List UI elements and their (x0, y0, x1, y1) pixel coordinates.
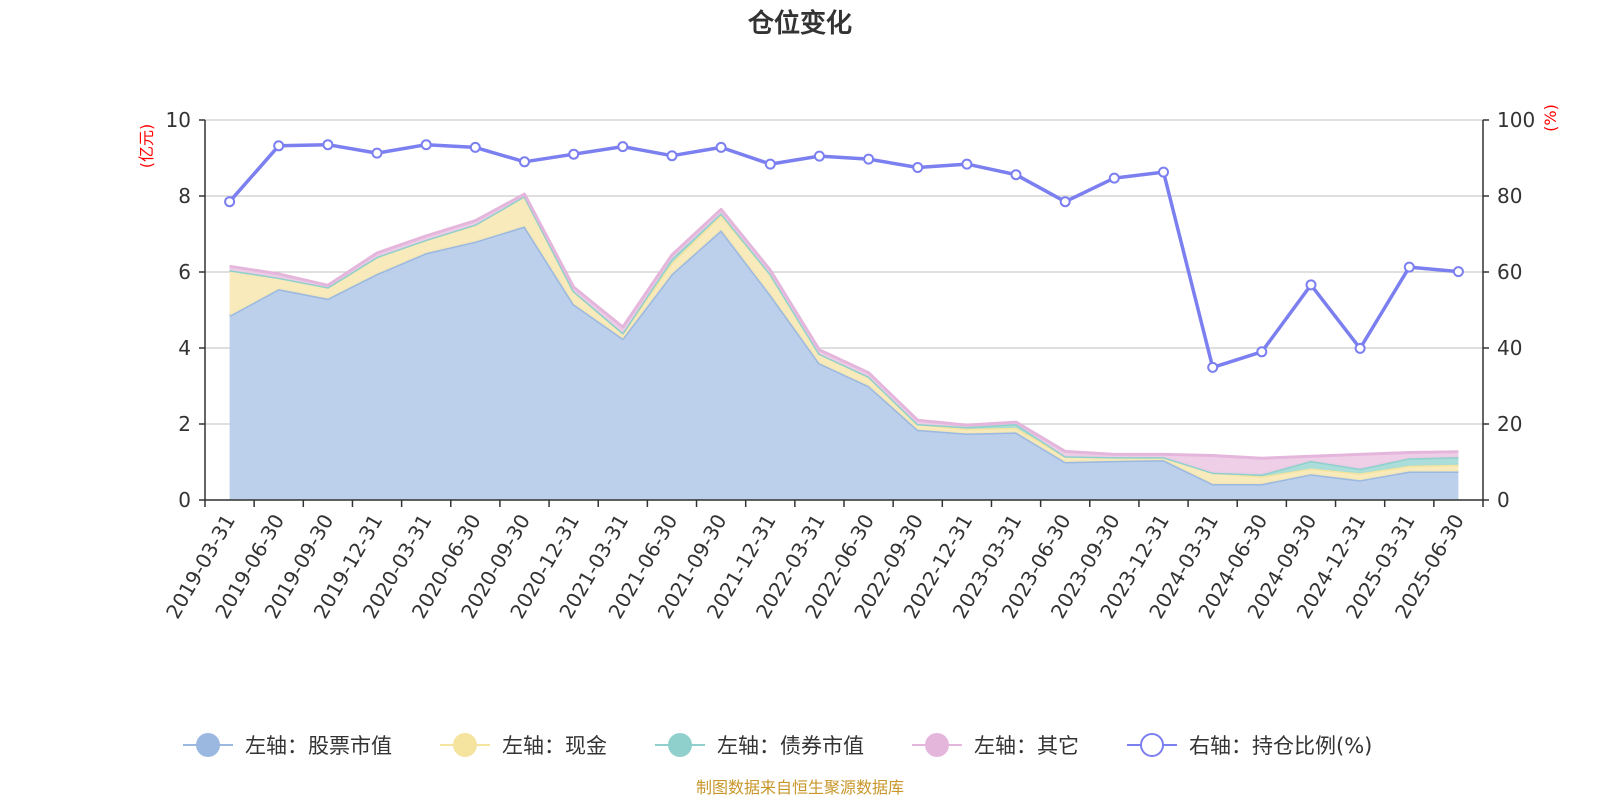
chart-title: 仓位变化 (747, 8, 852, 39)
legend-label: 左轴：股票市值 (245, 734, 392, 758)
ratio-point (1010, 169, 1022, 181)
left-axis-tick-label: 6 (178, 260, 191, 284)
right-axis-tick-label: 60 (1497, 260, 1522, 284)
ratio-point (863, 153, 875, 165)
legend-label: 右轴：持仓比例(%) (1189, 734, 1372, 758)
right-axis-tick-label: 100 (1497, 108, 1535, 132)
ratio-point (1158, 166, 1169, 178)
ratio-point (1207, 361, 1219, 373)
ratio-point (1305, 279, 1317, 291)
legend-marker-icon (925, 733, 949, 757)
legend-marker-icon (453, 733, 477, 757)
right-axis-tick-label: 0 (1497, 488, 1510, 512)
ratio-point (273, 140, 285, 152)
right-axis-unit: (%) (1541, 104, 1560, 132)
ratio-line (224, 139, 1464, 373)
ratio-point (715, 141, 727, 153)
legend-label: 左轴：债券市值 (717, 734, 864, 758)
left-axis-tick-label: 10 (166, 108, 191, 132)
ratio-point (1108, 172, 1120, 184)
left-axis-unit: (亿元) (137, 124, 156, 169)
ratio-point (420, 139, 432, 151)
right-axis-tick-label: 20 (1497, 412, 1522, 436)
ratio-point (1059, 196, 1071, 208)
ratio-point (1403, 261, 1415, 273)
left-axis-tick-label: 8 (178, 184, 191, 208)
ratio-point (764, 158, 776, 170)
data-source-note: 制图数据来自恒生聚源数据库 (696, 778, 904, 797)
area-series-0 (229, 226, 1459, 500)
ratio-point (912, 162, 924, 173)
legend-label: 左轴：其它 (974, 734, 1079, 758)
ratio-point (469, 141, 481, 153)
stacked-areas (228, 192, 1459, 500)
ratio-point (322, 139, 334, 151)
legend-marker-icon (196, 733, 220, 757)
left-axis-tick-label: 2 (178, 412, 191, 436)
left-axis-tick-label: 4 (178, 336, 191, 360)
ratio-point (1452, 266, 1464, 278)
ratio-point (813, 150, 825, 162)
ratio-point (568, 148, 580, 160)
ratio-point (371, 147, 383, 159)
right-axis-tick-label: 40 (1497, 336, 1522, 360)
legend-marker-icon (668, 733, 692, 757)
ratio-line-path (228, 142, 1459, 370)
legend-item: 左轴：股票市值 (183, 733, 392, 758)
ratio-point (617, 141, 629, 153)
ratio-point (961, 158, 973, 170)
legend-marker-icon (1140, 733, 1164, 757)
left-axis-tick-label: 0 (178, 488, 191, 512)
ratio-point (1256, 346, 1268, 358)
legend-item: 左轴：现金 (440, 733, 607, 758)
ratio-point (666, 150, 678, 162)
legend-item: 右轴：持仓比例(%) (1127, 733, 1372, 758)
legend-label: 左轴：现金 (502, 734, 607, 758)
area-series-edge-3 (229, 192, 1459, 460)
ratio-point (519, 156, 530, 168)
ratio-point (1354, 342, 1366, 354)
legend-item: 左轴：债券市值 (655, 733, 864, 758)
legend-item: 左轴：其它 (912, 733, 1079, 758)
legend: 左轴：股票市值 左轴：现金 左轴：债券市值 左轴：其它 右轴：持仓比例(%) (183, 733, 1372, 758)
right-axis-tick-label: 80 (1497, 184, 1522, 208)
ratio-point (224, 196, 236, 208)
